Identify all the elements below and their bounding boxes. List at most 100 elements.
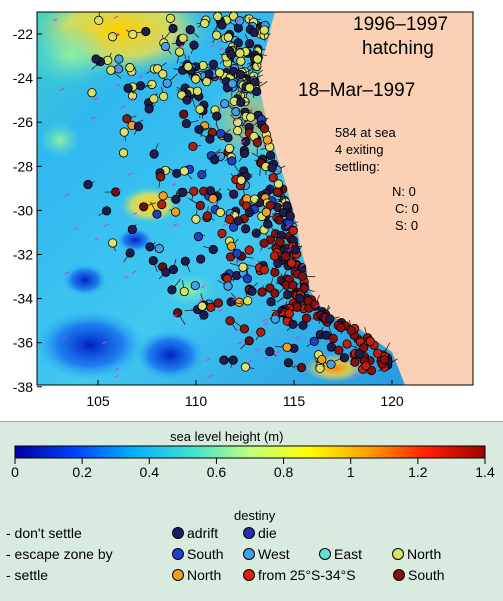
- particle-marker: [150, 95, 158, 103]
- legend-item: die: [243, 525, 277, 541]
- particle-marker: [193, 87, 201, 95]
- legend-item-label: South: [408, 567, 445, 583]
- legend-dot-icon: [243, 527, 255, 539]
- particle-marker: [92, 55, 100, 63]
- colorbar: [0, 444, 503, 466]
- particle-marker: [181, 257, 189, 265]
- particle-marker: [245, 246, 253, 254]
- particle-marker: [351, 358, 359, 366]
- particle-marker: [142, 27, 150, 35]
- particle-marker: [250, 28, 258, 36]
- particle-marker: [296, 294, 304, 302]
- colorbar-tick-label: 0.8: [272, 464, 296, 480]
- particle-marker: [108, 239, 116, 247]
- particle-marker: [183, 96, 191, 104]
- particle-marker: [200, 311, 208, 319]
- legend-dot-icon: [172, 569, 184, 581]
- particle-marker: [108, 33, 116, 41]
- particle-marker: [107, 66, 115, 74]
- lat-tick-label: -26: [13, 114, 33, 130]
- colorbar-tick-label: 0: [3, 464, 27, 480]
- particle-marker: [275, 238, 283, 246]
- particle-marker: [260, 124, 268, 132]
- particle-marker: [366, 337, 374, 345]
- particle-marker: [159, 192, 167, 200]
- particle-marker: [149, 256, 157, 264]
- particle-marker: [289, 281, 297, 289]
- particle-marker: [191, 281, 199, 289]
- particle-marker: [102, 207, 110, 215]
- particle-marker: [337, 323, 345, 331]
- legend-dot-icon: [393, 569, 405, 581]
- particle-marker: [247, 113, 255, 121]
- particle-marker: [260, 26, 268, 34]
- particle-marker: [115, 55, 123, 63]
- particle-marker: [189, 142, 197, 150]
- particle-marker: [192, 75, 200, 83]
- particle-marker: [134, 122, 142, 130]
- particle-marker: [227, 242, 235, 250]
- particle-marker: [213, 112, 221, 120]
- lon-tick-label: 120: [380, 393, 404, 409]
- particle-marker: [136, 82, 144, 90]
- particle-marker: [218, 21, 226, 29]
- particle-marker: [88, 88, 96, 96]
- particle-marker: [150, 150, 158, 158]
- particle-marker: [190, 41, 198, 49]
- particle-marker: [84, 180, 92, 188]
- particle-marker: [271, 268, 279, 276]
- particle-marker: [245, 84, 253, 92]
- particle-marker: [218, 229, 226, 237]
- colorbar-tick-label: 0.2: [70, 464, 94, 480]
- particle-marker: [241, 363, 249, 371]
- particle-marker: [182, 119, 190, 127]
- particle-marker: [148, 80, 156, 88]
- particle-marker: [347, 327, 355, 335]
- particle-marker: [172, 195, 180, 203]
- particle-marker: [195, 125, 203, 133]
- legend-category: - escape zone by: [6, 546, 113, 562]
- particle-marker: [245, 39, 253, 47]
- particle-marker: [262, 208, 270, 216]
- particle-marker: [260, 266, 268, 274]
- particle-marker: [297, 363, 305, 371]
- particle-marker: [225, 144, 233, 152]
- particle-marker: [264, 220, 272, 228]
- legend-item-label: East: [334, 546, 362, 562]
- legend-item: South: [172, 546, 224, 562]
- particle-marker: [124, 84, 132, 92]
- particle-marker: [298, 272, 306, 280]
- hatching-label: hatching: [362, 38, 434, 60]
- colorbar-tick-label: 0.4: [137, 464, 161, 480]
- particle-marker: [198, 170, 206, 178]
- legend-item: adrift: [172, 525, 218, 541]
- particle-marker: [119, 149, 127, 157]
- particle-marker: [236, 49, 244, 57]
- particle-marker: [159, 70, 167, 78]
- lat-tick-label: -32: [13, 247, 33, 263]
- particle-marker: [285, 309, 293, 317]
- particle-marker: [248, 287, 256, 295]
- legend-dot-icon: [172, 548, 184, 560]
- colorbar-tick-label: 0.6: [204, 464, 228, 480]
- particle-marker: [196, 105, 204, 113]
- particle-marker: [140, 203, 148, 211]
- colorbar-gradient: [15, 446, 485, 458]
- particle-marker: [209, 245, 217, 253]
- legend-dot-icon: [172, 527, 184, 539]
- date-label: 18–Mar–1997: [298, 80, 415, 102]
- legend-item-label: adrift: [187, 525, 218, 541]
- colorbar-tick-label: 1.4: [473, 464, 497, 480]
- particle-marker: [229, 356, 237, 364]
- particle-marker: [169, 24, 177, 32]
- particle-marker: [126, 249, 134, 257]
- particle-marker: [207, 303, 215, 311]
- particle-marker: [233, 249, 241, 257]
- exiting-count: 4 exiting: [335, 142, 383, 157]
- particle-marker: [220, 100, 228, 108]
- particle-marker: [362, 362, 370, 370]
- particle-marker: [258, 288, 266, 296]
- particle-marker: [180, 287, 188, 295]
- lat-tick-label: -22: [13, 26, 33, 42]
- particle-marker: [166, 14, 174, 22]
